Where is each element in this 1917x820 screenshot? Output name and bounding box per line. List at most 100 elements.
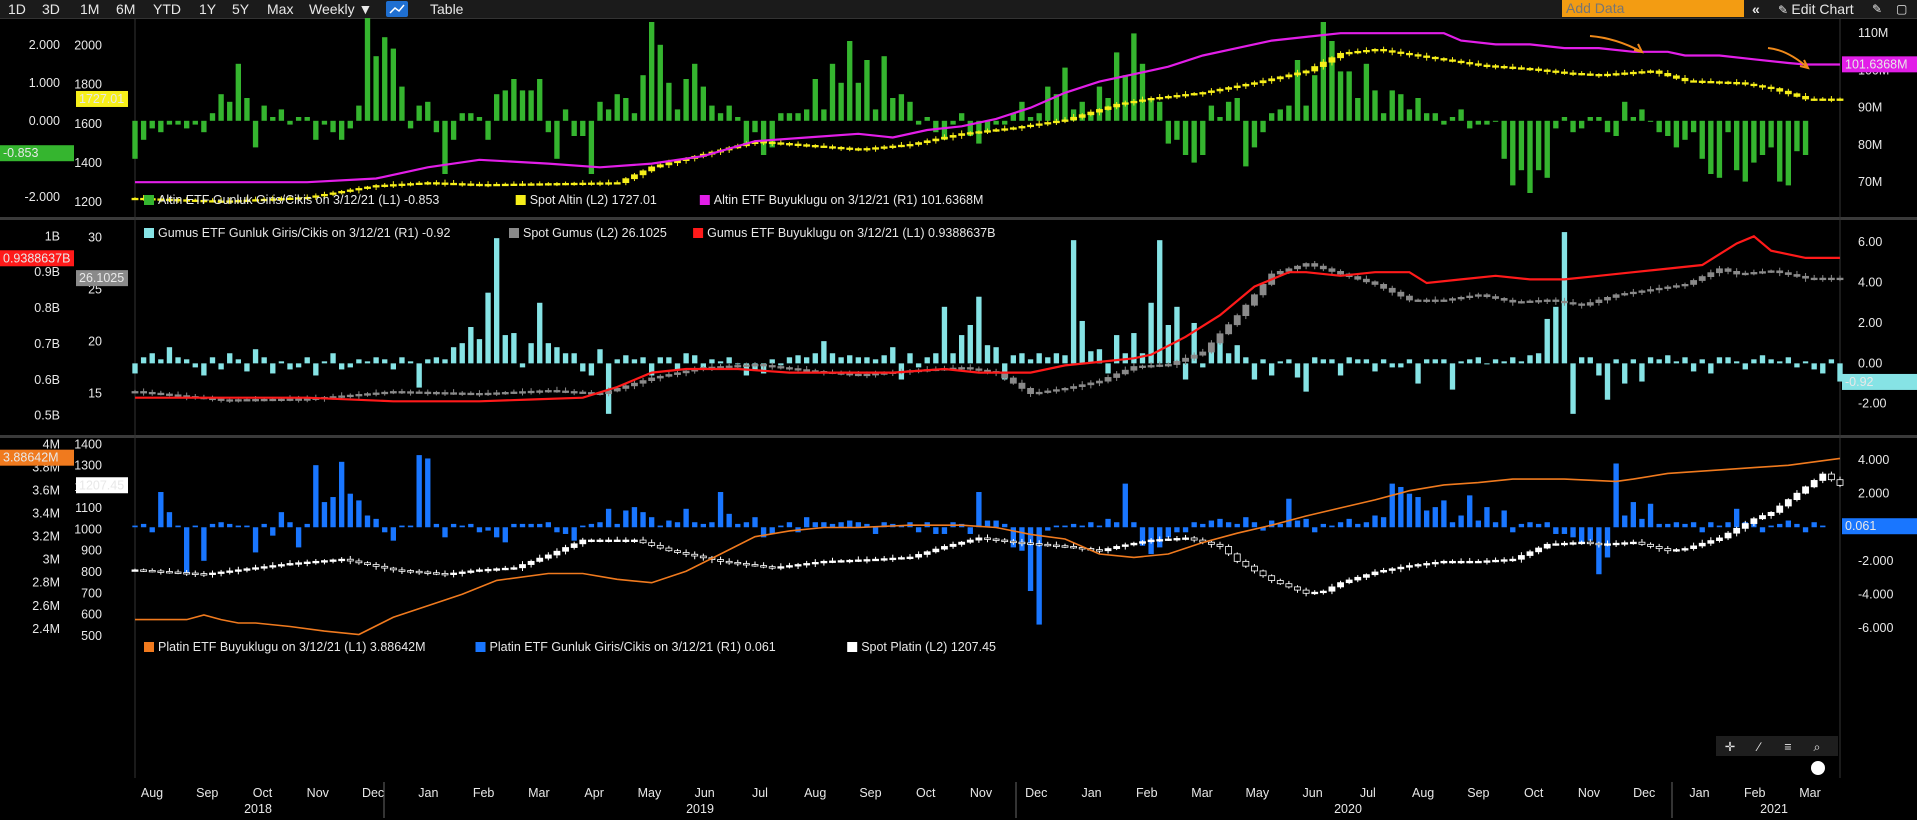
spot-candle bbox=[329, 192, 337, 195]
flow-bar bbox=[166, 347, 173, 364]
month-label: May bbox=[1246, 786, 1270, 800]
spot-candle bbox=[958, 541, 966, 545]
range-1m-button[interactable]: 1M bbox=[80, 1, 100, 17]
spot-candle bbox=[906, 144, 914, 147]
flow-bar bbox=[1828, 359, 1835, 364]
spot-candle bbox=[1793, 274, 1801, 277]
spot-candle bbox=[1319, 265, 1327, 270]
flow-bar bbox=[278, 512, 285, 528]
range-ytd-button[interactable]: YTD bbox=[153, 1, 181, 17]
flow-bar bbox=[1587, 527, 1593, 541]
table-button[interactable]: Table bbox=[430, 1, 464, 17]
spot-candle bbox=[553, 390, 561, 393]
flow-bar bbox=[933, 120, 939, 133]
spot-candle bbox=[1836, 98, 1844, 101]
spot-candle bbox=[1388, 568, 1396, 571]
right1-tick: -2.000 bbox=[1858, 554, 1893, 568]
spot-candle bbox=[1337, 582, 1344, 588]
flow-bar bbox=[941, 120, 948, 140]
range-6m-button[interactable]: 6M bbox=[116, 1, 136, 17]
line-chart-icon[interactable] bbox=[386, 1, 408, 17]
range-3d-button[interactable]: 3D bbox=[42, 1, 60, 17]
spot-candle bbox=[1233, 85, 1241, 89]
spot-candle bbox=[166, 198, 173, 202]
flow-bar bbox=[1527, 120, 1533, 193]
spot-candle bbox=[1535, 547, 1543, 553]
spot-candle bbox=[760, 565, 768, 568]
spot-candle bbox=[906, 556, 914, 559]
spot-candle bbox=[682, 552, 690, 555]
panel-separator bbox=[0, 217, 1917, 220]
spot-candle bbox=[484, 184, 492, 187]
spot-candle bbox=[639, 380, 647, 384]
range-1d-button[interactable]: 1D bbox=[8, 1, 26, 17]
spot-candle bbox=[1311, 591, 1319, 595]
edit-chart-button[interactable]: ✎ Edit Chart bbox=[1778, 1, 1854, 17]
spot-candle bbox=[1449, 59, 1456, 62]
spot-candle bbox=[346, 558, 354, 562]
flow-bar bbox=[1027, 117, 1034, 121]
flow-bar bbox=[235, 525, 242, 528]
spot-candle bbox=[794, 368, 802, 371]
flow-bar bbox=[252, 120, 259, 148]
flow-bar bbox=[1673, 522, 1680, 528]
tool-icon: ≡ bbox=[1784, 740, 1791, 754]
spot-candle bbox=[777, 366, 785, 369]
flow-bar bbox=[605, 508, 612, 528]
spot-candle bbox=[932, 138, 940, 142]
left1-tick: 3M bbox=[43, 553, 60, 567]
settings-circle-icon bbox=[1811, 761, 1825, 775]
flow-bar bbox=[958, 335, 965, 364]
flow-bar bbox=[1777, 120, 1783, 182]
spot-candle bbox=[992, 129, 1000, 132]
flow-bar bbox=[1010, 527, 1017, 548]
spot-candle bbox=[1449, 560, 1456, 564]
spot-candle bbox=[484, 568, 492, 572]
spot-candle bbox=[1207, 342, 1215, 353]
left1-tick: 1B bbox=[45, 229, 60, 243]
flow-bar bbox=[1088, 522, 1094, 528]
flow-bar bbox=[847, 520, 853, 528]
left2-badge-bg bbox=[76, 477, 128, 494]
flow-bar bbox=[1535, 523, 1542, 528]
add-data-input[interactable] bbox=[1562, 0, 1744, 17]
flow-bar bbox=[416, 105, 422, 121]
flow-bar bbox=[1802, 527, 1809, 533]
flow-bar bbox=[1079, 101, 1085, 121]
flow-bar bbox=[1260, 359, 1266, 364]
flow-bar bbox=[1062, 67, 1068, 121]
flow-bar bbox=[1785, 120, 1792, 186]
flow-bar bbox=[631, 113, 638, 121]
flow-bar bbox=[433, 120, 440, 133]
flow-bar bbox=[1458, 515, 1464, 528]
legend-label: Spot Gumus (L2) 26.1025 bbox=[523, 226, 667, 240]
spot-candle bbox=[1371, 281, 1379, 285]
spot-candle bbox=[1526, 67, 1534, 71]
spot-candle bbox=[665, 374, 673, 377]
range-5y-button[interactable]: 5Y bbox=[232, 1, 250, 17]
flow-bar bbox=[1820, 525, 1826, 528]
spot-candle bbox=[958, 133, 966, 136]
flow-bar bbox=[158, 492, 164, 528]
flow-bar bbox=[270, 363, 276, 374]
flow-bar bbox=[1208, 105, 1215, 121]
spot-candle bbox=[691, 553, 699, 557]
flow-bar bbox=[1182, 527, 1189, 533]
flow-bar bbox=[666, 357, 672, 364]
month-label: Jan bbox=[418, 786, 438, 800]
popout-icon[interactable]: ▢ bbox=[1896, 2, 1908, 16]
month-label: Jan bbox=[1081, 786, 1101, 800]
flow-bar bbox=[373, 56, 379, 121]
spot-candle bbox=[1044, 122, 1052, 125]
collapse-icon[interactable]: « bbox=[1752, 1, 1760, 17]
period-dropdown[interactable]: Weekly ▼ bbox=[309, 1, 373, 17]
settings-icon[interactable]: ✎ bbox=[1872, 2, 1883, 16]
flow-bar bbox=[881, 522, 887, 528]
spot-candle bbox=[269, 565, 277, 568]
spot-candle bbox=[1156, 97, 1164, 100]
range-max-button[interactable]: Max bbox=[267, 1, 294, 17]
range-1y-button[interactable]: 1Y bbox=[199, 1, 217, 17]
flow-bar bbox=[175, 357, 181, 364]
spot-candle bbox=[407, 570, 414, 573]
etf-size-line bbox=[135, 457, 1841, 636]
